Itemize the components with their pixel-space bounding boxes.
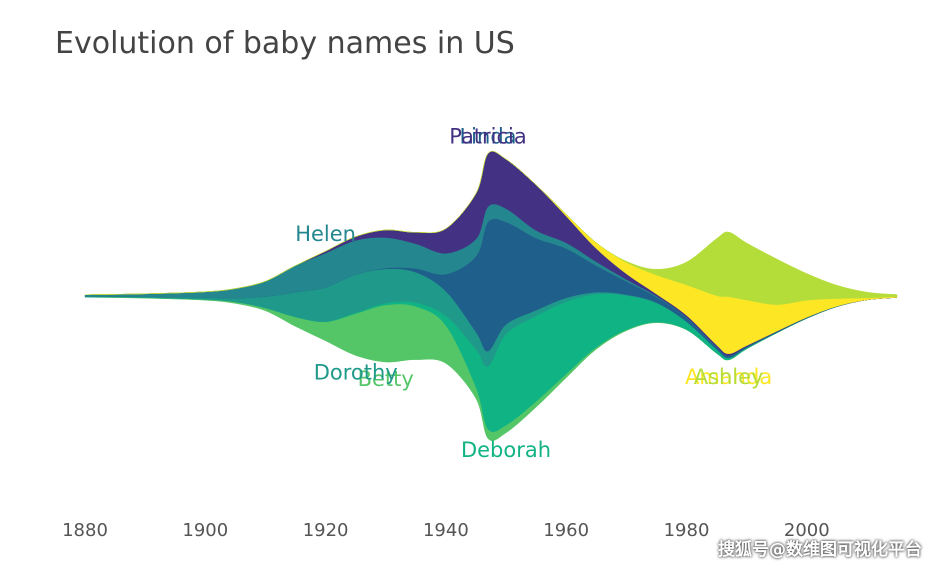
series-label-deborah: Deborah — [461, 438, 551, 462]
x-axis: 1880 1900 1920 1940 1960 1980 2000 — [62, 520, 830, 541]
x-tick-label: 1980 — [664, 520, 710, 541]
x-tick-label: 1940 — [423, 520, 469, 541]
series-labels: Betty Deborah Dorothy Linda Helen Patricia Ama… — [295, 125, 772, 462]
series-label-helen: Helen — [295, 222, 356, 246]
series-label-dorothy: Dorothy — [314, 360, 398, 384]
series-label-ashley: Ashley — [694, 365, 764, 389]
stream-layers — [84, 151, 898, 441]
x-tick-label: 1960 — [543, 520, 589, 541]
chart-title: Evolution of baby names in US — [55, 26, 515, 61]
watermark-text: 搜狐号@数维图可视化平台 — [718, 540, 922, 560]
x-tick-label: 1900 — [182, 520, 228, 541]
series-label-amanda: Amanda — [685, 365, 772, 389]
series-label-linda: Linda — [459, 125, 516, 149]
series-label-betty: Betty — [358, 367, 414, 391]
x-tick-label: 1920 — [303, 520, 349, 541]
series-label-patricia: Patricia — [449, 125, 527, 149]
x-tick-label: 2000 — [784, 520, 830, 541]
stream-layer-ashley[interactable] — [84, 151, 898, 305]
x-tick-label: 1880 — [62, 520, 108, 541]
